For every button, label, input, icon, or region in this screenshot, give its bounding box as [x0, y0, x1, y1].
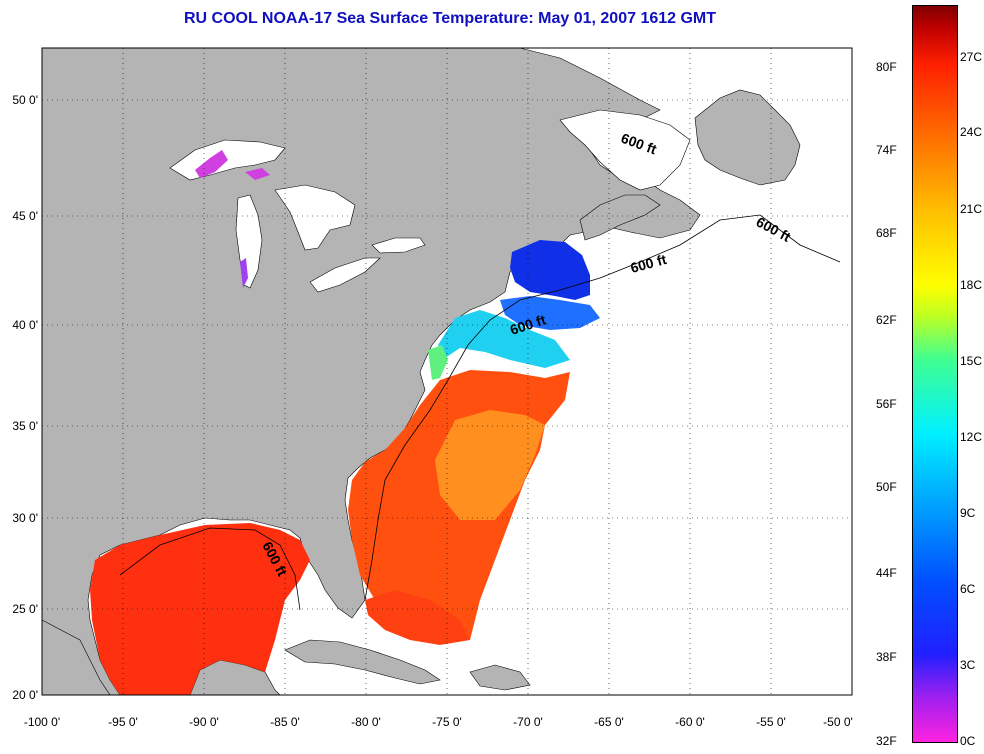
lat-tick-label: 50 0' — [12, 93, 38, 107]
sst-georges-bank — [500, 296, 600, 330]
sst-gulf-of-mexico — [90, 523, 310, 695]
lon-tick-label: -60 0' — [675, 715, 705, 729]
sst-coastal-green — [428, 345, 448, 380]
land-cuba — [284, 639, 441, 685]
lake-huron — [274, 184, 356, 251]
lat-tick-label: 20 0' — [12, 688, 38, 702]
lake-ontario — [371, 237, 426, 254]
lon-tick-label: -90 0' — [189, 715, 219, 729]
colorbar-f-label: 62F — [876, 313, 897, 327]
colorbar-c-label: 6C — [960, 582, 976, 596]
colorbar-f-label: 68F — [876, 226, 897, 240]
graticule — [42, 48, 852, 695]
chart-title: RU COOL NOAA-17 Sea Surface Temperature:… — [183, 10, 717, 27]
land-newfoundland — [694, 89, 801, 186]
colorbar-c-label: 18C — [960, 278, 983, 292]
lat-tick-label: 45 0' — [12, 209, 38, 223]
colorbar-f-label: 38F — [876, 650, 897, 664]
lat-tick-label: 40 0' — [12, 318, 38, 332]
colorbar-c-label: 21C — [960, 202, 983, 216]
colorbar-c-label: 12C — [960, 430, 983, 444]
lake-erie — [309, 257, 381, 293]
lat-tick-label: 25 0' — [12, 602, 38, 616]
lon-tick-label: -70 0' — [513, 715, 543, 729]
colorbar-f-label: 74F — [876, 143, 897, 157]
sst-caribbean — [365, 590, 470, 645]
colorbar-c-label: 15C — [960, 354, 983, 368]
sst-offshore-orange — [435, 410, 545, 520]
lon-tick-label: -50 0' — [823, 715, 853, 729]
colorbar-f-label: 80F — [876, 60, 897, 74]
lon-axis: -100 0' -95 0' -90 0' -85 0' -80 0' -75 … — [24, 715, 853, 729]
sst-lake-michigan — [240, 258, 248, 288]
lon-tick-label: -65 0' — [594, 715, 624, 729]
lon-tick-label: -80 0' — [351, 715, 381, 729]
lon-tick-label: -55 0' — [756, 715, 786, 729]
sst-map[interactable]: 600 ft 600 ft 600 ft 600 ft 600 ft -100 … — [0, 0, 910, 754]
land-hispaniola — [469, 664, 531, 691]
isobath-600ft-line — [119, 214, 841, 611]
lon-tick-label: -75 0' — [432, 715, 462, 729]
lon-tick-label: -85 0' — [270, 715, 300, 729]
land-nova-scotia — [579, 194, 661, 241]
colorbar-f-label: 50F — [876, 480, 897, 494]
colorbar-c-label: 0C — [960, 734, 976, 748]
map-frame — [41, 47, 853, 696]
sst-gulf-of-maine — [510, 240, 590, 300]
colorbar-c-label: 27C — [960, 50, 983, 64]
colorbar-c-label: 3C — [960, 658, 976, 672]
gulf-st-lawrence — [559, 109, 691, 191]
lon-tick-label: -100 0' — [24, 715, 60, 729]
sst-mid-atlantic — [438, 310, 570, 368]
sst-lake-superior — [195, 150, 270, 180]
lat-tick-label: 30 0' — [12, 511, 38, 525]
colorbar-c-label: 9C — [960, 506, 976, 520]
colorbar-f-label: 56F — [876, 397, 897, 411]
colorbar-f-label: 32F — [876, 734, 897, 748]
lon-tick-label: -95 0' — [108, 715, 138, 729]
colorbar-f-label: 44F — [876, 566, 897, 580]
lat-axis: 20 0' 25 0' 30 0' 35 0' 40 0' 45 0' 50 0… — [12, 93, 38, 702]
colorbar-c-label: 24C — [960, 125, 983, 139]
temperature-colorbar — [912, 5, 958, 743]
lat-tick-label: 35 0' — [12, 419, 38, 433]
